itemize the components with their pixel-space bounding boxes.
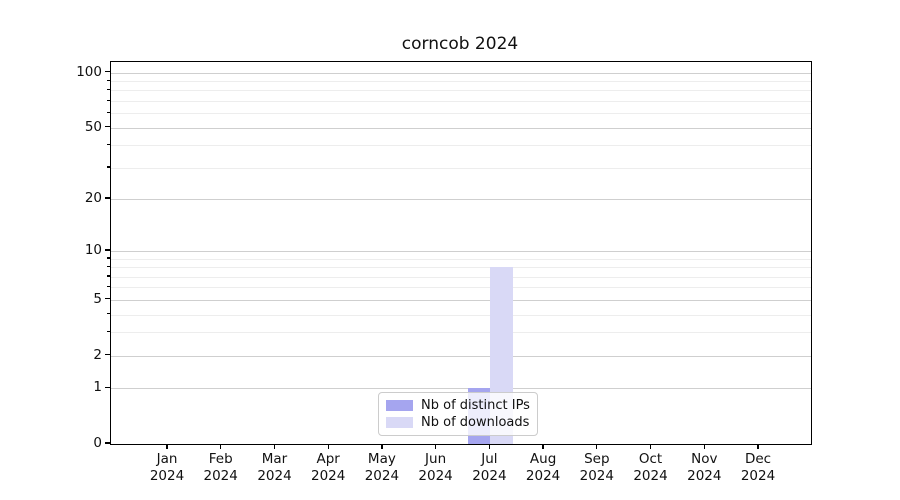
x-tick-mark: [649, 444, 652, 450]
x-tick-mark: [166, 444, 168, 450]
x-tick-label: Apr 2024: [311, 451, 346, 484]
y-tick-mark: [105, 386, 110, 388]
y-minor-tick-mark: [107, 313, 110, 315]
y-minor-tick-mark: [107, 265, 110, 268]
x-tick-mark: [488, 444, 491, 450]
x-tick-mark: [327, 444, 329, 450]
gridline-minor: [111, 101, 811, 102]
y-minor-tick-mark: [107, 143, 110, 146]
chart-title: corncob 2024: [401, 34, 519, 54]
y-tick-mark: [105, 298, 110, 300]
x-tick-mark: [757, 444, 759, 450]
y-tick-label: 50: [84, 118, 102, 135]
y-tick-label: 100: [76, 63, 102, 80]
y-tick-mark: [105, 353, 110, 356]
legend-swatch-distinct-ips: [386, 400, 413, 411]
legend: Nb of distinct IPs Nb of downloads: [378, 392, 538, 436]
legend-swatch-downloads: [386, 417, 413, 428]
gridline-major: [111, 355, 811, 357]
y-tick-label: 5: [93, 290, 102, 307]
x-tick-label: Aug 2024: [525, 451, 561, 484]
gridline-minor: [111, 167, 811, 169]
gridline-major: [111, 388, 811, 390]
x-tick-mark: [381, 444, 383, 450]
y-minor-tick-mark: [107, 275, 110, 277]
legend-label-distinct-ips: Nb of distinct IPs: [421, 398, 530, 413]
y-tick-mark: [105, 197, 110, 199]
y-minor-tick-mark: [107, 257, 110, 259]
gridline-minor: [111, 276, 811, 278]
gridline-minor: [111, 267, 811, 269]
x-tick-mark: [434, 444, 437, 450]
x-tick-label: Jan 2024: [149, 451, 185, 484]
y-minor-tick-mark: [107, 99, 110, 101]
y-tick-label: 0: [93, 435, 102, 451]
x-tick-label: Jun 2024: [418, 451, 453, 484]
y-minor-tick-mark: [107, 285, 110, 288]
y-tick-mark: [105, 70, 110, 73]
gridline-minor: [111, 287, 811, 289]
y-minor-tick-mark: [107, 88, 110, 91]
x-tick-label: Mar 2024: [257, 451, 292, 484]
plot-area: [110, 61, 812, 445]
x-tick-label: Sep 2024: [579, 451, 614, 484]
x-tick-label: Dec 2024: [740, 451, 776, 484]
gridline-minor: [111, 81, 811, 82]
y-tick-label: 1: [93, 379, 102, 396]
x-tick-mark: [596, 444, 598, 450]
gridline-major: [111, 199, 811, 200]
x-tick-label: Feb 2024: [203, 451, 238, 484]
x-tick-mark: [542, 444, 544, 450]
gridline-major: [111, 251, 811, 252]
gridline-major: [111, 72, 811, 74]
y-minor-tick-mark: [107, 166, 110, 168]
x-tick-mark: [273, 444, 276, 450]
x-tick-mark: [703, 444, 705, 450]
legend-label-downloads: Nb of downloads: [421, 415, 530, 430]
x-tick-label: Jul 2024: [472, 451, 507, 484]
y-minor-tick-mark: [107, 330, 110, 333]
gridline-major: [111, 299, 811, 301]
gridline-minor: [111, 90, 811, 92]
y-tick-label: 2: [93, 346, 102, 363]
y-tick-mark: [105, 249, 110, 251]
x-tick-mark: [220, 444, 222, 450]
x-tick-label: May 2024: [364, 451, 400, 484]
y-tick-mark: [105, 125, 110, 128]
gridline-major: [111, 127, 811, 129]
y-tick-mark: [105, 442, 110, 444]
gridline-minor: [111, 145, 811, 147]
y-tick-label: 10: [84, 242, 102, 258]
gridline-minor: [111, 332, 811, 334]
gridline-minor: [111, 258, 811, 260]
gridline-minor: [111, 314, 811, 316]
y-minor-tick-mark: [107, 79, 110, 81]
y-minor-tick-mark: [107, 111, 110, 114]
y-tick-label: 20: [84, 190, 102, 206]
legend-item-downloads: Nb of downloads: [386, 414, 529, 431]
gridline-minor: [111, 113, 811, 115]
x-tick-label: Oct 2024: [633, 451, 668, 484]
legend-item-distinct-ips: Nb of distinct IPs: [386, 397, 530, 414]
x-tick-label: Nov 2024: [687, 451, 722, 484]
